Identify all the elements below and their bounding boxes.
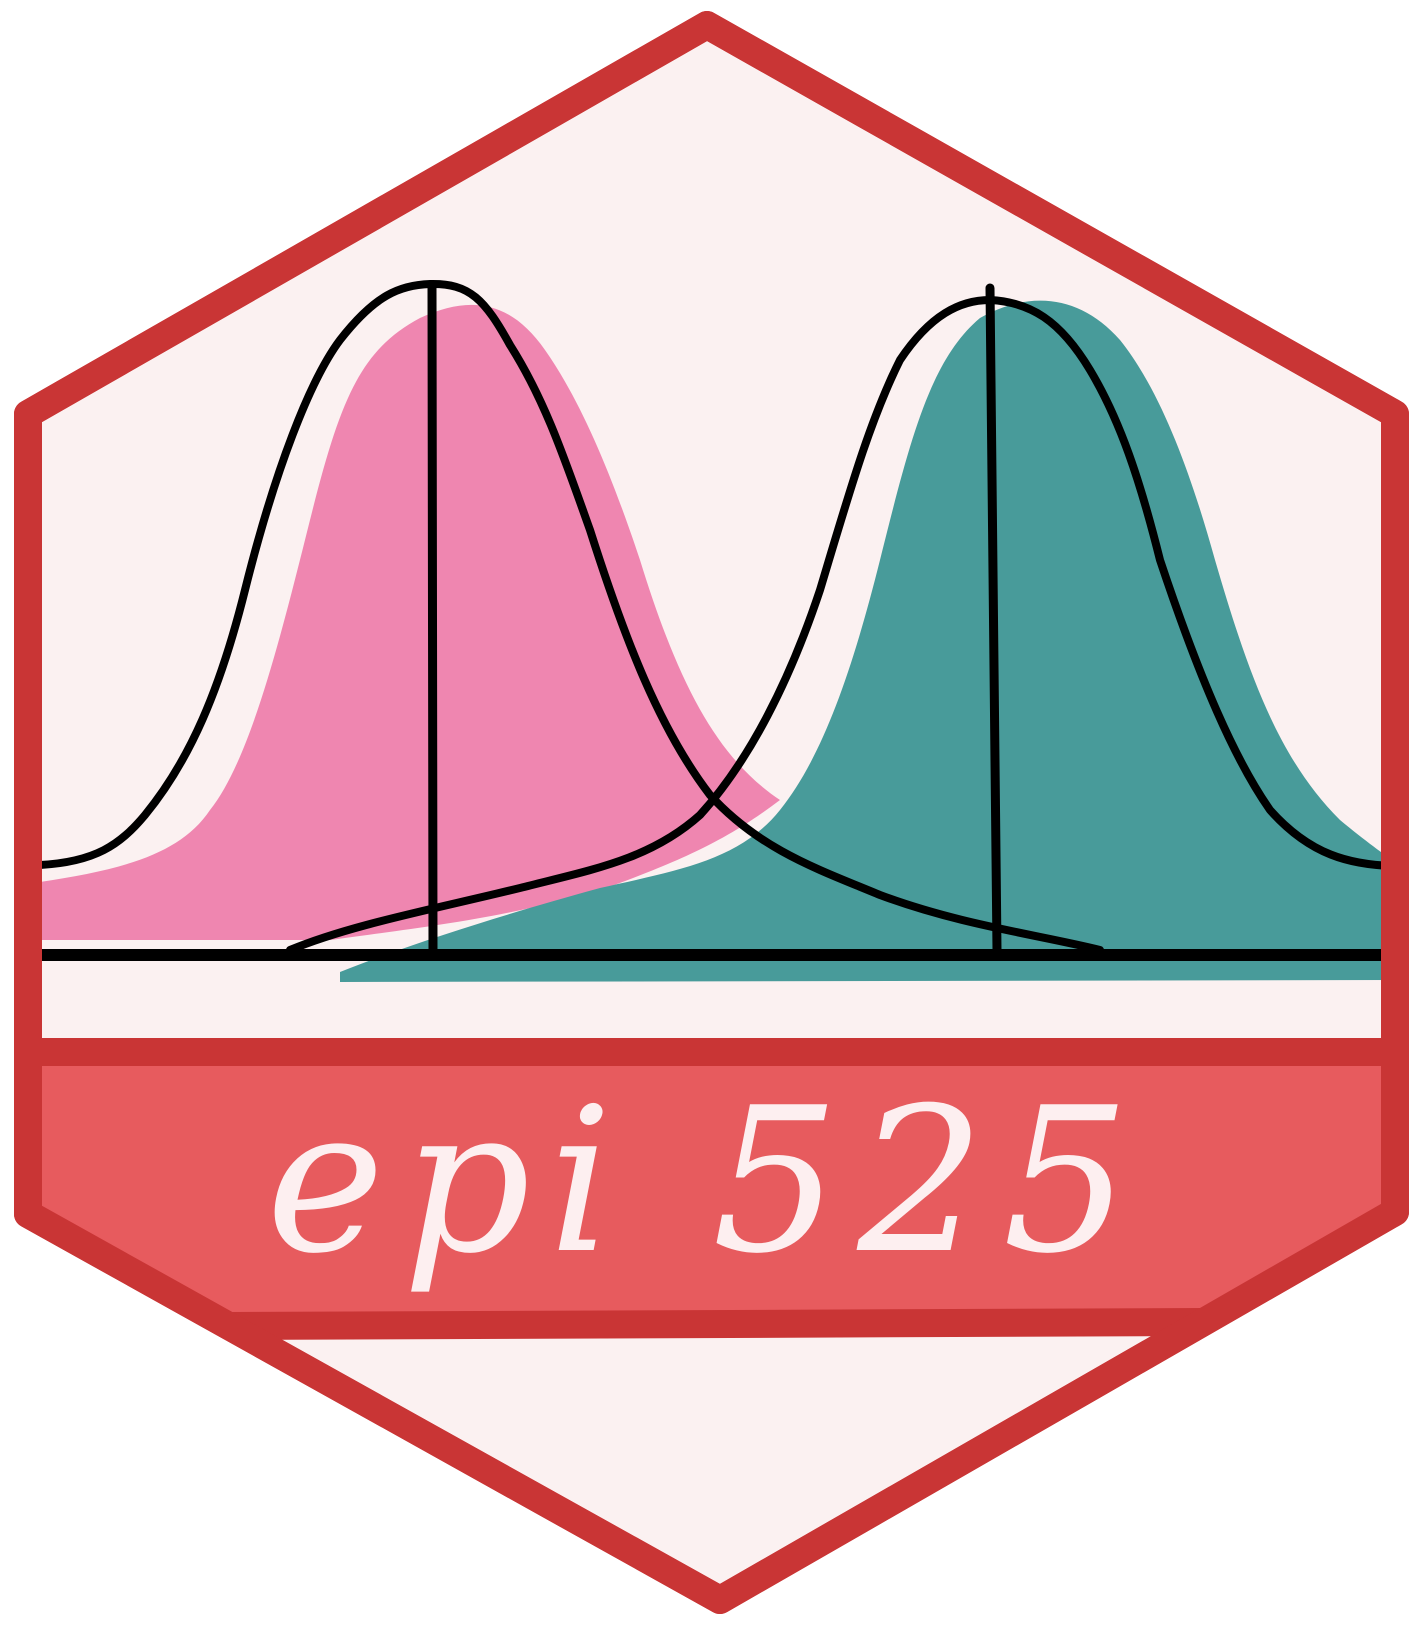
- banner-bottom-border: [229, 1308, 1206, 1340]
- left-mean-line: [427, 281, 438, 955]
- hexagon-border: [14, 11, 1409, 1614]
- left-curve-fill: [40, 304, 780, 940]
- course-banner: [30, 1055, 1393, 1322]
- right-mean-line: [985, 283, 1002, 955]
- bell-curve-left-icon: [36, 279, 1104, 954]
- course-label: epi 525: [266, 1065, 1148, 1298]
- bell-curve-right-icon: [286, 296, 1393, 954]
